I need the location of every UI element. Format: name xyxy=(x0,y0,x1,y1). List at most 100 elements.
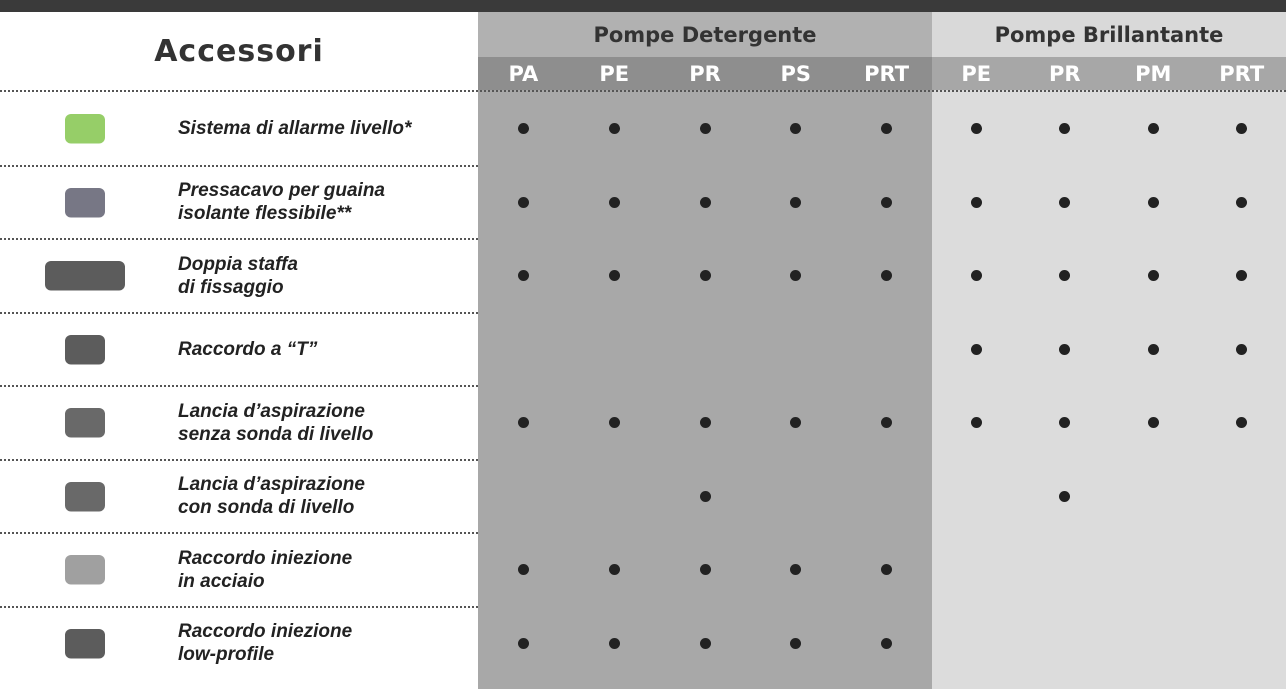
icon xyxy=(65,187,105,217)
row-name-line: Lancia d’aspirazione xyxy=(178,474,365,496)
dot xyxy=(699,123,711,135)
row-name-line: Lancia d’aspirazione xyxy=(178,400,365,422)
row-icon xyxy=(40,551,130,589)
group-header: Pompe Detergente xyxy=(478,12,932,57)
dot xyxy=(699,564,711,576)
row-name-line: low-profile xyxy=(178,644,275,666)
dot xyxy=(970,343,982,355)
dot xyxy=(699,637,711,649)
column-header: PR xyxy=(1048,61,1081,86)
column-header: PRT xyxy=(1219,61,1265,86)
dot xyxy=(1059,490,1071,502)
dot xyxy=(1059,123,1071,135)
column-header: PR xyxy=(689,61,721,86)
row-name: Raccordo iniezione in acciaio xyxy=(178,533,478,607)
dot xyxy=(1147,123,1159,135)
dot xyxy=(881,637,893,649)
dot xyxy=(881,270,893,282)
dot xyxy=(517,123,529,135)
dot xyxy=(1147,417,1159,429)
row-name-line: isolante flessibile** xyxy=(178,203,352,225)
row-separator xyxy=(0,385,478,387)
dot xyxy=(790,270,802,282)
dot xyxy=(608,417,620,429)
icon xyxy=(45,261,125,291)
dot xyxy=(699,417,711,429)
dot xyxy=(699,270,711,282)
column-header: PA xyxy=(508,61,539,86)
dot xyxy=(1147,270,1159,282)
dot xyxy=(1059,343,1071,355)
row-separator xyxy=(0,605,478,608)
row-icon xyxy=(40,184,130,222)
header-separator xyxy=(0,90,1286,92)
dot xyxy=(790,417,802,429)
dot xyxy=(1236,343,1248,355)
row-name-line: Raccordo iniezione xyxy=(178,621,353,643)
dot xyxy=(1236,270,1248,282)
row-name: Lancia d’aspirazione senza sonda di livel… xyxy=(178,386,478,460)
dot xyxy=(517,417,529,429)
row-name-line: Raccordo iniezione xyxy=(178,547,353,569)
row-icon xyxy=(40,257,130,295)
group-header: Pompe Brillantante xyxy=(932,12,1286,57)
row-name: Raccordo a “T” xyxy=(178,313,478,387)
icon xyxy=(65,481,105,511)
row-name: Sistema di allarme livello* xyxy=(178,92,478,166)
dot xyxy=(608,123,620,135)
row-name-line: con sonda di livello xyxy=(178,497,355,519)
dot xyxy=(1236,196,1248,208)
dot xyxy=(608,196,620,208)
dot xyxy=(517,637,529,649)
dot xyxy=(790,637,802,649)
icon xyxy=(65,408,105,438)
dot xyxy=(608,637,620,649)
row-separator xyxy=(0,458,478,461)
dot xyxy=(517,270,529,282)
column-header-band xyxy=(932,57,1286,90)
row-name-line: in acciaio xyxy=(178,570,265,592)
row-name-line: senza sonda di livello xyxy=(178,423,374,445)
dot xyxy=(699,490,711,502)
dot xyxy=(881,123,893,135)
row-name: Pressacavo per guaina isolante flessibile… xyxy=(178,166,478,240)
column-header-band xyxy=(478,57,932,90)
row-icon xyxy=(40,404,130,442)
dot xyxy=(517,196,529,208)
dot xyxy=(517,564,529,576)
row-icon xyxy=(40,478,130,516)
dot xyxy=(790,564,802,576)
row-name-line: Raccordo a “T” xyxy=(178,338,318,360)
column-header: PS xyxy=(780,61,812,86)
column-header: PE xyxy=(599,61,630,86)
group-body xyxy=(478,90,932,689)
dot xyxy=(1059,270,1071,282)
dot xyxy=(970,123,982,135)
icon xyxy=(65,628,105,658)
dot xyxy=(970,270,982,282)
dot xyxy=(1236,417,1248,429)
dot xyxy=(790,123,802,135)
row-name: Doppia staffa di fissaggio xyxy=(178,239,478,313)
row-name-line: Doppia staffa xyxy=(178,253,299,275)
dot xyxy=(608,564,620,576)
dot xyxy=(1147,343,1159,355)
dot xyxy=(699,196,711,208)
row-separator xyxy=(0,311,478,314)
dot xyxy=(790,196,802,208)
row-separator xyxy=(0,238,478,240)
row-icon xyxy=(40,331,130,369)
group-body xyxy=(932,90,1286,689)
dot xyxy=(881,564,893,576)
row-separator xyxy=(0,164,478,167)
dot xyxy=(970,196,982,208)
icon xyxy=(65,334,105,364)
row-name-line: Sistema di allarme livello* xyxy=(178,118,412,140)
dot xyxy=(970,417,982,429)
dot xyxy=(881,417,893,429)
row-name: Raccordo iniezione low-profile xyxy=(178,607,478,681)
row-separator xyxy=(0,532,478,534)
row-icon xyxy=(40,110,130,148)
row-icon xyxy=(40,625,130,663)
